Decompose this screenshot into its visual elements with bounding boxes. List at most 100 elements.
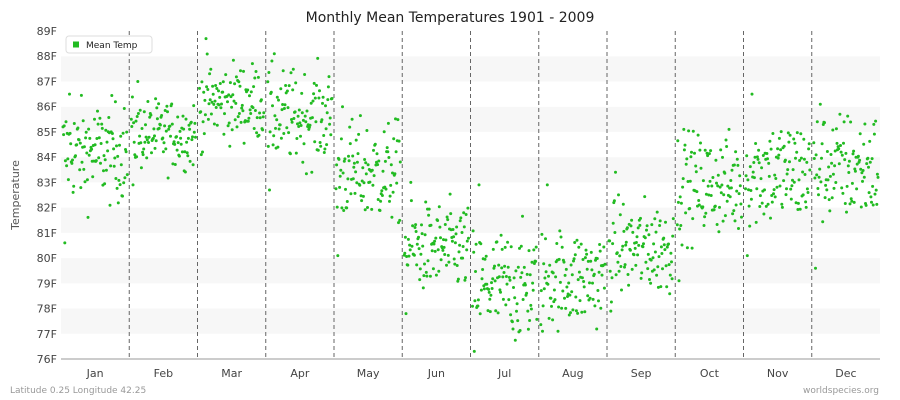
data-point (131, 183, 135, 187)
data-point (378, 209, 382, 212)
data-point (725, 199, 729, 203)
data-point (818, 167, 822, 171)
data-point (701, 179, 705, 183)
data-point (744, 187, 747, 191)
data-point (79, 186, 83, 190)
data-point (600, 273, 604, 277)
data-point (231, 58, 235, 62)
data-point (680, 243, 684, 247)
data-point (767, 161, 771, 165)
data-point (465, 239, 469, 243)
data-point (111, 137, 115, 141)
data-point (494, 309, 498, 313)
data-point (815, 120, 819, 124)
data-point (765, 152, 769, 155)
data-point (266, 144, 270, 148)
y-tick-label: 78F (37, 303, 57, 316)
data-point (487, 290, 491, 294)
data-point (359, 194, 363, 198)
data-point (328, 116, 332, 120)
data-point (253, 76, 257, 80)
data-point (482, 287, 486, 291)
data-point (316, 56, 320, 60)
data-point (841, 191, 845, 195)
legend-label: Mean Temp (86, 41, 138, 51)
data-point (599, 306, 603, 310)
data-point (274, 126, 277, 130)
data-point (731, 212, 735, 216)
data-point (201, 120, 205, 124)
data-point (285, 89, 289, 93)
data-point (778, 184, 782, 188)
data-point (233, 118, 237, 122)
data-point (558, 280, 562, 284)
y-tick-label: 77F (37, 328, 57, 341)
data-point (627, 283, 631, 287)
data-point (529, 307, 533, 311)
data-point (403, 251, 407, 255)
data-point (579, 242, 583, 246)
data-point (443, 223, 447, 226)
data-point (823, 196, 827, 200)
data-point (750, 92, 754, 96)
data-point (801, 170, 805, 174)
data-point (634, 241, 638, 244)
data-point (871, 203, 875, 207)
data-point (702, 224, 706, 227)
data-point (63, 159, 67, 163)
data-point (832, 186, 836, 190)
data-point (744, 174, 748, 178)
y-tick-label: 79F (37, 277, 57, 290)
data-point (228, 81, 232, 85)
data-point (193, 121, 197, 125)
data-point (318, 141, 322, 144)
data-point (669, 251, 673, 255)
data-point (861, 179, 864, 183)
data-point (783, 158, 787, 162)
data-point (476, 298, 480, 302)
data-point (370, 168, 374, 172)
data-point (614, 273, 618, 277)
data-point (230, 105, 234, 109)
data-point (585, 267, 589, 271)
data-point (178, 129, 182, 133)
data-point (631, 230, 635, 234)
data-point (434, 273, 438, 277)
data-point (153, 134, 156, 138)
data-point (760, 201, 764, 205)
data-point (255, 131, 259, 135)
data-point (168, 124, 172, 128)
data-point (429, 223, 433, 227)
data-point (363, 208, 367, 212)
data-point (760, 166, 764, 170)
data-point (756, 157, 760, 161)
data-point (626, 273, 630, 276)
data-point (471, 229, 475, 233)
data-point (751, 170, 755, 174)
data-point (370, 207, 374, 211)
data-point (471, 304, 474, 308)
data-point (488, 310, 492, 314)
data-point (142, 110, 146, 114)
data-point (521, 298, 525, 301)
data-point (403, 235, 407, 239)
data-point (596, 289, 600, 292)
y-tick-label: 84F (37, 151, 57, 164)
data-point (240, 103, 244, 107)
data-point (840, 186, 844, 190)
data-point (503, 264, 507, 268)
data-point (624, 240, 628, 244)
data-point (272, 134, 276, 138)
data-point (562, 260, 566, 264)
data-point (382, 130, 386, 134)
data-point (516, 319, 520, 323)
data-point (373, 142, 377, 146)
data-point (574, 295, 578, 299)
data-point (420, 223, 423, 227)
data-point (628, 248, 632, 252)
data-point (163, 109, 167, 112)
data-point (734, 203, 738, 207)
data-point (807, 147, 811, 151)
data-point (277, 98, 280, 102)
data-point (150, 151, 153, 155)
